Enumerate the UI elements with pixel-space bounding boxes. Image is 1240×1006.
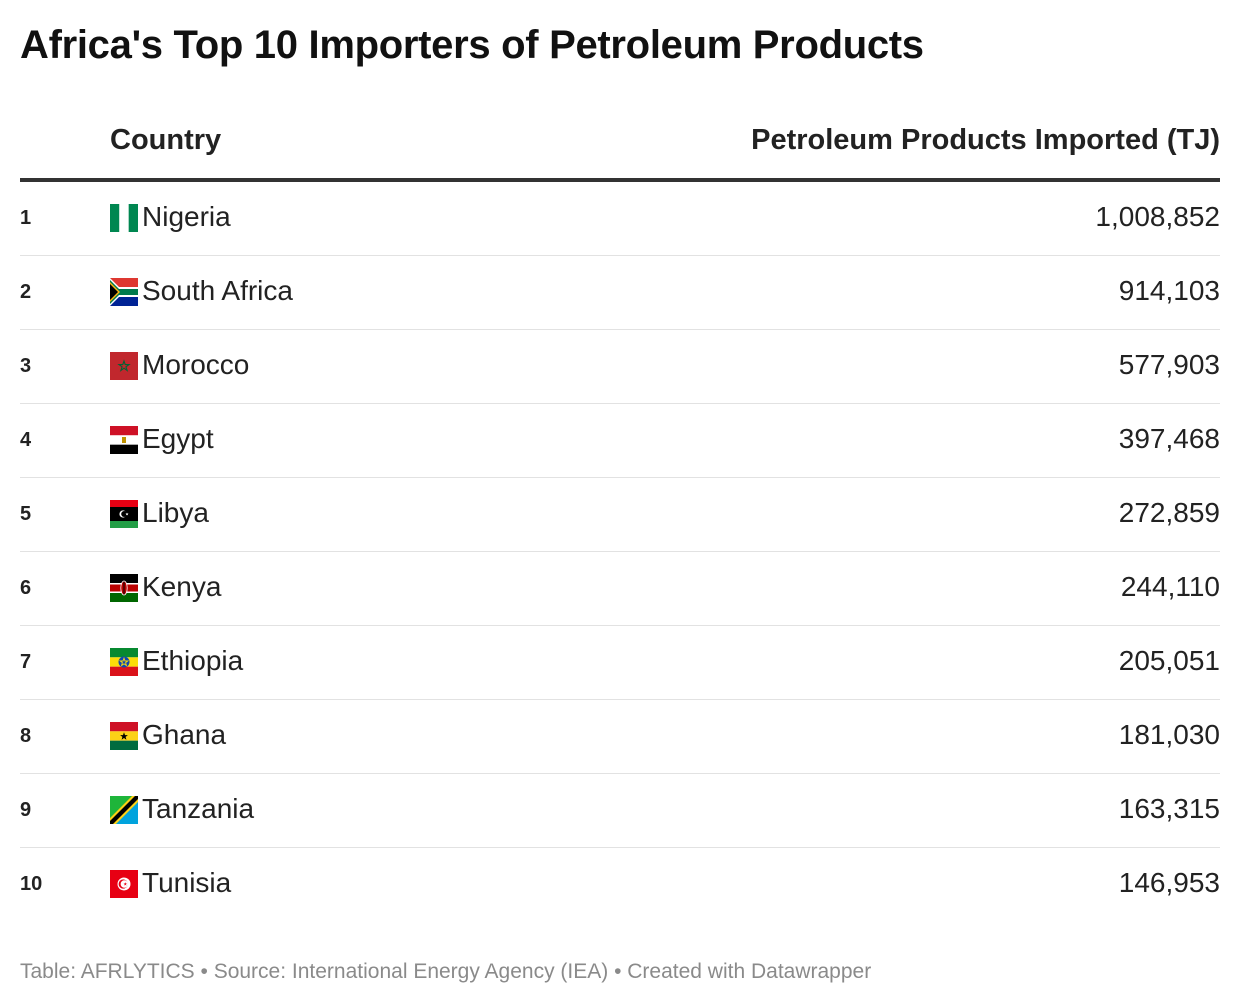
- row-value: 146,953: [1118, 867, 1220, 898]
- row-rank: 8: [20, 725, 32, 747]
- table-row: 4 Egypt 397,468: [20, 404, 1220, 478]
- row-rank: 4: [20, 429, 32, 451]
- row-value: 205,051: [1118, 645, 1220, 676]
- table-row: 1 Nigeria 1,008,852: [20, 182, 1220, 256]
- tanzania-flag-icon: [110, 796, 138, 824]
- footer-credits: Table: AFRLYTICS • Source: International…: [20, 960, 872, 983]
- chart-title: Africa's Top 10 Importers of Petroleum P…: [20, 23, 924, 67]
- table-row: 9 Tanzania 163,315: [20, 774, 1220, 848]
- row-rank: 2: [20, 281, 32, 303]
- row-country: Nigeria: [142, 201, 231, 232]
- table-row: 10 Tunisia 146,953: [20, 848, 1220, 921]
- table-row: 2 South Africa 914,103: [20, 256, 1220, 330]
- ethiopia-flag-icon: [110, 648, 138, 676]
- row-country: Morocco: [142, 349, 250, 380]
- row-rank: 10: [20, 873, 43, 895]
- row-rank: 5: [20, 503, 32, 525]
- row-value: 577,903: [1118, 349, 1220, 380]
- column-header-value: Petroleum Products Imported (TJ): [751, 124, 1220, 156]
- tunisia-flag-icon: [110, 870, 138, 898]
- row-value: 397,468: [1118, 423, 1220, 454]
- row-country: Tanzania: [142, 793, 255, 824]
- table-row: 5 Libya 272,859: [20, 478, 1220, 552]
- table-row: 3 Morocco 577,903: [20, 330, 1220, 404]
- egypt-flag-icon: [110, 426, 138, 454]
- table-header: Country Petroleum Products Imported (TJ): [20, 112, 1220, 182]
- row-value: 1,008,852: [1095, 201, 1220, 232]
- row-country: Ethiopia: [142, 645, 244, 676]
- row-country: Ghana: [142, 719, 227, 750]
- table-row: 8 Ghana 181,030: [20, 700, 1220, 774]
- table-row: 7 Ethiopia 205,051: [20, 626, 1220, 700]
- row-value: 163,315: [1118, 793, 1220, 824]
- morocco-flag-icon: [110, 352, 138, 380]
- row-value: 244,110: [1120, 571, 1220, 602]
- row-country: Egypt: [142, 423, 214, 454]
- row-country: Libya: [142, 497, 209, 528]
- row-value: 914,103: [1118, 275, 1220, 306]
- row-rank: 3: [20, 355, 32, 377]
- data-table: Country Petroleum Products Imported (TJ)…: [20, 112, 1220, 921]
- row-rank: 1: [20, 207, 32, 229]
- nigeria-flag-icon: [110, 204, 138, 232]
- row-rank: 7: [20, 651, 32, 673]
- row-value: 272,859: [1118, 497, 1220, 528]
- libya-flag-icon: [110, 500, 138, 528]
- row-country: Tunisia: [142, 867, 232, 898]
- row-value: 181,030: [1118, 719, 1220, 750]
- kenya-flag-icon: [110, 574, 138, 602]
- row-rank: 6: [20, 577, 32, 599]
- ghana-flag-icon: [110, 722, 138, 750]
- row-country: Kenya: [142, 571, 222, 602]
- row-country: South Africa: [142, 275, 293, 306]
- row-rank: 9: [20, 799, 32, 821]
- column-header-country: Country: [110, 124, 222, 156]
- south-africa-flag-icon: [110, 278, 138, 306]
- table-row: 6 Kenya 244,110: [20, 552, 1220, 626]
